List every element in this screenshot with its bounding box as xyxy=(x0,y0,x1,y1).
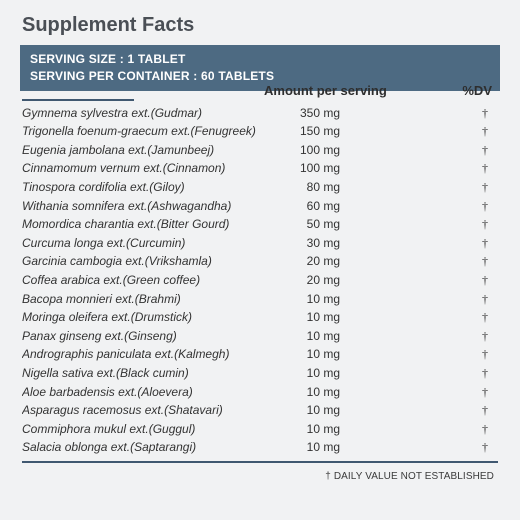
ingredient-amount: 60 mg xyxy=(280,197,430,216)
ingredient-name: Momordica charantia ext.(Bitter Gourd) xyxy=(22,215,280,234)
table-header: Amount per serving %DV xyxy=(20,83,500,104)
ingredient-name: Eugenia jambolana ext.(Jamunbeej) xyxy=(22,141,280,160)
ingredient-dv: † xyxy=(430,401,498,420)
ingredient-dv: † xyxy=(430,290,498,309)
ingredient-dv: † xyxy=(430,159,498,178)
ingredient-row: Eugenia jambolana ext.(Jamunbeej)100 mg† xyxy=(22,141,498,160)
bottom-rule xyxy=(22,461,498,463)
serving-size-line: SERVING SIZE : 1 TABLET xyxy=(30,51,490,68)
ingredient-amount: 10 mg xyxy=(280,438,430,457)
ingredient-dv: † xyxy=(430,252,498,271)
ingredient-name: Gymnema sylvestra ext.(Gudmar) xyxy=(22,104,280,123)
ingredient-dv: † xyxy=(430,215,498,234)
ingredient-name: Tinospora cordifolia ext.(Giloy) xyxy=(22,178,280,197)
ingredient-amount: 10 mg xyxy=(280,290,430,309)
ingredient-amount: 150 mg xyxy=(280,122,430,141)
ingredient-row: Moringa oleifera ext.(Drumstick)10 mg† xyxy=(22,308,498,327)
ingredient-amount: 10 mg xyxy=(280,401,430,420)
supplement-facts-card: Supplement Facts SERVING SIZE : 1 TABLET… xyxy=(0,0,520,520)
ingredient-amount: 100 mg xyxy=(280,159,430,178)
ingredient-row: Coffea arabica ext.(Green coffee)20 mg† xyxy=(22,271,498,290)
ingredients-table: Gymnema sylvestra ext.(Gudmar)350 mg†Tri… xyxy=(20,104,500,457)
ingredient-row: Trigonella foenum-graecum ext.(Fenugreek… xyxy=(22,122,498,141)
ingredient-row: Withania somnifera ext.(Ashwagandha)60 m… xyxy=(22,197,498,216)
ingredient-name: Withania somnifera ext.(Ashwagandha) xyxy=(22,197,280,216)
ingredient-amount: 10 mg xyxy=(280,345,430,364)
ingredient-dv: † xyxy=(430,345,498,364)
ingredient-amount: 80 mg xyxy=(280,178,430,197)
ingredient-amount: 100 mg xyxy=(280,141,430,160)
ingredient-row: Andrographis paniculata ext.(Kalmegh)10 … xyxy=(22,345,498,364)
header-amount: Amount per serving xyxy=(264,83,434,98)
ingredient-amount: 10 mg xyxy=(280,420,430,439)
panel-title: Supplement Facts xyxy=(22,14,500,37)
ingredient-dv: † xyxy=(430,122,498,141)
ingredient-name: Curcuma longa ext.(Curcumin) xyxy=(22,234,280,253)
ingredient-name: Nigella sativa ext.(Black cumin) xyxy=(22,364,280,383)
ingredient-row: Salacia oblonga ext.(Saptarangi)10 mg† xyxy=(22,438,498,457)
ingredient-dv: † xyxy=(430,178,498,197)
ingredient-name: Asparagus racemosus ext.(Shatavari) xyxy=(22,401,280,420)
ingredient-name: Salacia oblonga ext.(Saptarangi) xyxy=(22,438,280,457)
ingredient-row: Panax ginseng ext.(Ginseng)10 mg† xyxy=(22,327,498,346)
ingredient-dv: † xyxy=(430,383,498,402)
ingredient-dv: † xyxy=(430,308,498,327)
ingredient-row: Tinospora cordifolia ext.(Giloy)80 mg† xyxy=(22,178,498,197)
ingredient-name: Commiphora mukul ext.(Guggul) xyxy=(22,420,280,439)
ingredient-amount: 50 mg xyxy=(280,215,430,234)
header-spacer xyxy=(22,83,264,98)
dv-footnote: † DAILY VALUE NOT ESTABLISHED xyxy=(20,465,500,482)
ingredient-dv: † xyxy=(430,141,498,160)
ingredient-amount: 20 mg xyxy=(280,271,430,290)
ingredient-name: Moringa oleifera ext.(Drumstick) xyxy=(22,308,280,327)
ingredient-name: Coffea arabica ext.(Green coffee) xyxy=(22,271,280,290)
ingredient-dv: † xyxy=(430,438,498,457)
ingredient-amount: 20 mg xyxy=(280,252,430,271)
ingredient-amount: 10 mg xyxy=(280,383,430,402)
ingredient-dv: † xyxy=(430,234,498,253)
ingredient-dv: † xyxy=(430,271,498,290)
ingredient-name: Panax ginseng ext.(Ginseng) xyxy=(22,327,280,346)
ingredient-name: Trigonella foenum-graecum ext.(Fenugreek… xyxy=(22,122,280,141)
ingredient-row: Bacopa monnieri ext.(Brahmi)10 mg† xyxy=(22,290,498,309)
ingredient-name: Cinnamomum vernum ext.(Cinnamon) xyxy=(22,159,280,178)
ingredient-name: Aloe barbadensis ext.(Aloevera) xyxy=(22,383,280,402)
ingredient-row: Garcinia cambogia ext.(Vrikshamla)20 mg† xyxy=(22,252,498,271)
ingredient-dv: † xyxy=(430,327,498,346)
ingredient-amount: 30 mg xyxy=(280,234,430,253)
ingredient-row: Cinnamomum vernum ext.(Cinnamon)100 mg† xyxy=(22,159,498,178)
ingredient-row: Gymnema sylvestra ext.(Gudmar)350 mg† xyxy=(22,104,498,123)
ingredient-row: Momordica charantia ext.(Bitter Gourd)50… xyxy=(22,215,498,234)
ingredient-dv: † xyxy=(430,104,498,123)
ingredient-amount: 10 mg xyxy=(280,308,430,327)
ingredient-amount: 10 mg xyxy=(280,364,430,383)
ingredient-row: Curcuma longa ext.(Curcumin)30 mg† xyxy=(22,234,498,253)
ingredient-dv: † xyxy=(430,364,498,383)
ingredient-row: Aloe barbadensis ext.(Aloevera)10 mg† xyxy=(22,383,498,402)
ingredient-row: Nigella sativa ext.(Black cumin)10 mg† xyxy=(22,364,498,383)
ingredient-dv: † xyxy=(430,197,498,216)
ingredient-dv: † xyxy=(430,420,498,439)
ingredient-name: Bacopa monnieri ext.(Brahmi) xyxy=(22,290,280,309)
ingredient-amount: 350 mg xyxy=(280,104,430,123)
ingredient-row: Asparagus racemosus ext.(Shatavari)10 mg… xyxy=(22,401,498,420)
ingredient-row: Commiphora mukul ext.(Guggul)10 mg† xyxy=(22,420,498,439)
ingredient-name: Garcinia cambogia ext.(Vrikshamla) xyxy=(22,252,280,271)
header-dv: %DV xyxy=(434,83,498,98)
ingredient-name: Andrographis paniculata ext.(Kalmegh) xyxy=(22,345,280,364)
ingredient-amount: 10 mg xyxy=(280,327,430,346)
